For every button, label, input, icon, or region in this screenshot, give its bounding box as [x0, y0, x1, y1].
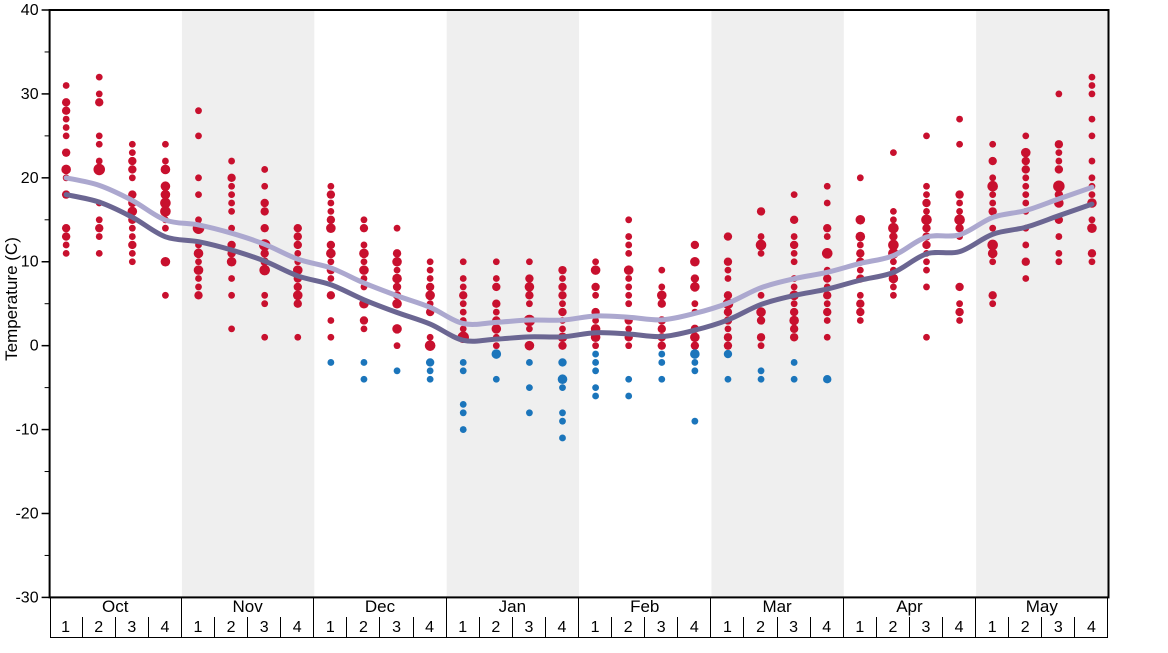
svg-text:10: 10 [21, 254, 39, 271]
svg-text:20: 20 [21, 170, 39, 187]
svg-text:-10: -10 [15, 422, 38, 439]
svg-text:30: 30 [21, 86, 39, 103]
svg-text:0: 0 [30, 338, 39, 355]
svg-text:-20: -20 [15, 505, 38, 522]
svg-text:40: 40 [21, 2, 39, 19]
